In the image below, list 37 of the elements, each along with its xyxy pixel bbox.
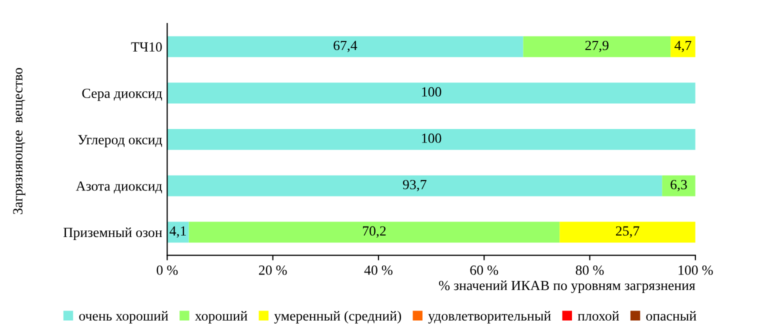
legend-label: хороший (194, 310, 248, 324)
x-tick-label: 0 % (156, 265, 178, 275)
x-tick-label: 40 % (364, 265, 392, 275)
bar (523, 36, 671, 58)
bar (167, 82, 696, 104)
bar (167, 36, 524, 58)
data-label: 67,4 (334, 40, 358, 52)
x-tick-label: 80 % (576, 265, 604, 275)
y-axis-title: Загрязняющее вещество (13, 68, 26, 214)
data-label: 100 (422, 87, 442, 97)
y-tick-label: Сера диоксид (82, 88, 162, 101)
y-tick-label: Приземный озон (64, 227, 162, 240)
bar (560, 222, 696, 243)
legend-label: опасный (646, 310, 696, 321)
x-axis-title: % значений ИКАВ по уровням загрязнения (438, 280, 696, 294)
data-label: 70,2 (363, 226, 386, 238)
data-label: 93,7 (402, 180, 426, 192)
legend-label: удовлетворительный (428, 310, 551, 324)
legend-label: умеренный (средний) (274, 310, 402, 324)
bar (167, 129, 696, 150)
x-tick-label: 100 % (678, 265, 713, 275)
bar (167, 175, 662, 196)
x-tick-label: 60 % (470, 265, 498, 275)
y-tick-label: Азота диоксид (76, 181, 162, 194)
data-label: 100 (422, 134, 442, 143)
bar (188, 222, 560, 243)
bar (662, 175, 696, 196)
legend-label: очень хороший (79, 310, 168, 324)
data-label: 4,7 (674, 40, 692, 52)
y-tick-label: ТЧ10 (131, 42, 162, 52)
legend-label: плохой (578, 310, 619, 321)
data-label: 27,9 (585, 40, 608, 52)
y-tick-label: Углерод оксид (78, 135, 162, 148)
data-label: 25,7 (616, 226, 640, 238)
data-label: 4,1 (170, 226, 186, 238)
x-tick-label: 20 % (258, 265, 287, 275)
data-label: 6,3 (670, 180, 687, 192)
